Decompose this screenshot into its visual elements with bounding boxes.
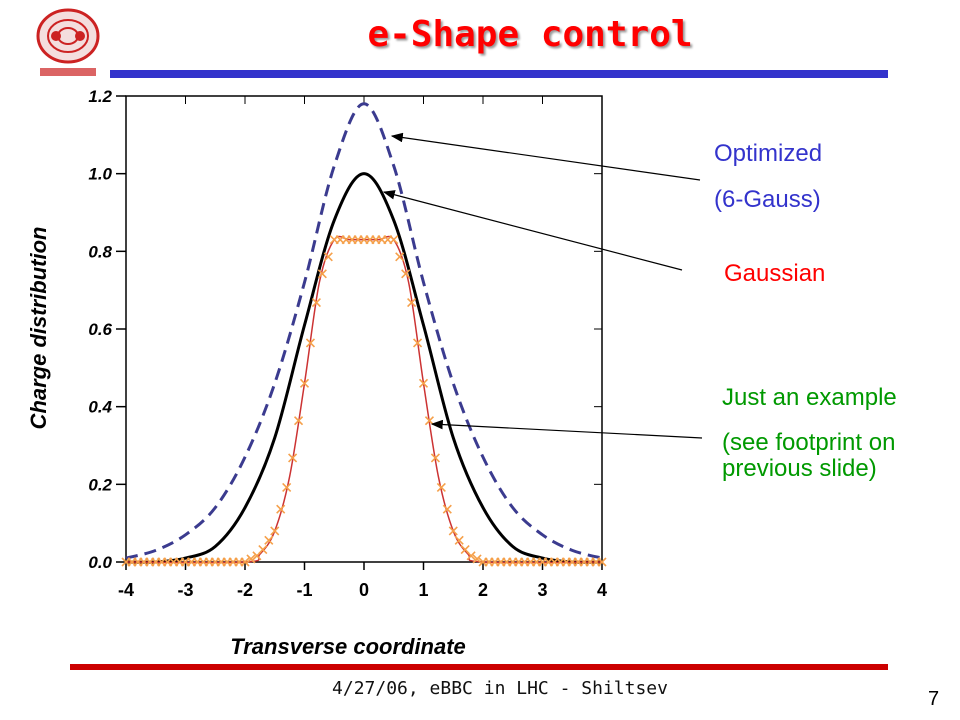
x-tick-label: -2 [237,580,253,600]
series-line-2 [125,235,603,564]
footer-text: 4/27/06, eBBC in LHC - Shiltsev [332,678,668,699]
y-tick-label: 1.2 [88,87,112,106]
series-marker [418,378,429,388]
series-marker [401,269,411,279]
series-marker [448,526,458,536]
series-marker [454,535,464,545]
x-tick-label: 2 [478,580,488,600]
x-tick-label: 1 [418,580,428,600]
series-line-1 [125,172,603,564]
x-tick-label: -1 [296,580,312,600]
annotation-optimized-6gauss: (6-Gauss) [714,186,821,213]
series-line-0 [125,102,603,560]
series-marker [270,526,280,536]
series-marker [276,504,286,514]
series-marker [258,545,268,555]
series-marker [264,535,274,545]
series-marker [305,338,316,348]
series-marker [311,298,321,308]
plot-axes: -4 -3 -2 -1 0 1 2 3 4 0.0 0.2 0.4 0.6 0.8 1.0 1.2 [88,87,607,600]
series-marker [288,453,298,463]
y-tick-label: 0.4 [88,398,112,417]
x-tick-label: -4 [118,580,134,600]
annotation-arrow-0 [390,132,701,181]
series-marker [323,252,333,262]
slide-title: e-Shape control [367,14,693,55]
series-marker [240,557,250,567]
annotation-example-note: (see footprint on previous slide) [722,429,896,482]
page-number: 7 [928,688,940,710]
series-marker [317,269,327,279]
x-tick-label: 3 [537,580,547,600]
series-marker [395,252,405,262]
series-marker [412,338,423,348]
annotation-example: Just an example [722,384,897,411]
y-axis-label: Charge distribution [26,227,51,430]
series-layer [121,102,607,567]
series-marker [299,378,310,388]
series-marker [407,298,417,308]
plot-frame [125,95,603,563]
x-axis-label: Transverse coordinate [230,634,466,659]
series-marker [597,557,607,567]
annotation-optimized: Optimized [714,140,823,167]
series-marker [442,504,452,514]
series-marker [430,453,440,463]
series-marker [246,554,256,564]
series-marker [472,554,482,564]
footer-divider [70,664,888,670]
y-tick-label: 0.2 [88,475,112,494]
annotation-gaussian: Gaussian [724,260,826,287]
series-marker [293,416,304,426]
lhc-logo [36,8,100,76]
series-marker [466,551,476,561]
x-tick-label: 0 [359,580,369,600]
series-marker [389,235,399,245]
series-marker [436,482,446,493]
series-marker [282,482,292,493]
y-tick-label: 1.0 [88,165,112,184]
annotation-arrow-1 [382,190,683,271]
y-tick-label: 0.0 [88,553,112,572]
y-tick-label: 0.8 [88,242,112,261]
x-tick-label: 4 [597,580,607,600]
title-divider [110,70,888,78]
y-tick-label: 0.6 [88,320,112,339]
annotation-arrow-2 [430,419,703,439]
annotation-arrows [382,132,703,439]
x-tick-label: -3 [177,580,193,600]
